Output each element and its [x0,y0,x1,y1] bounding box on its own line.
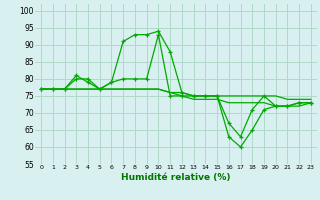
X-axis label: Humidité relative (%): Humidité relative (%) [121,173,231,182]
